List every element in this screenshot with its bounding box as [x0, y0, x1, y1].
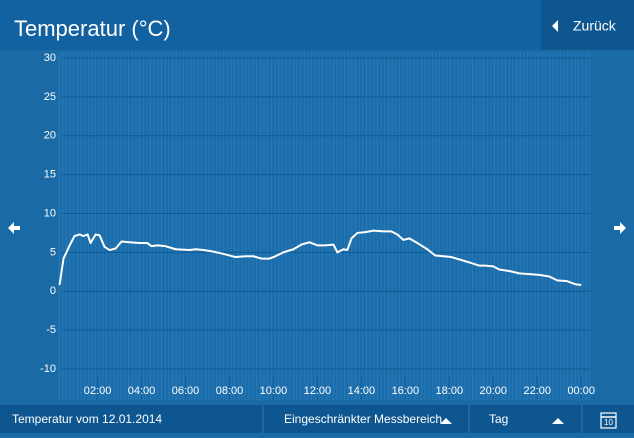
y-tick-label: 25 — [44, 91, 56, 103]
minor-grid — [58, 52, 590, 400]
y-tick-label: 10 — [44, 207, 56, 219]
temperature-line — [58, 229, 582, 287]
y-tick-label: 20 — [44, 130, 56, 142]
y-tick-label: 5 — [50, 246, 56, 258]
x-tick-label: 02:00 — [84, 385, 112, 397]
range-label: Eingeschränkter Messbereich — [284, 412, 442, 426]
x-tick-label: 16:00 — [392, 385, 420, 397]
x-tick-label: 08:00 — [216, 385, 244, 397]
x-tick-label: 12:00 — [304, 385, 332, 397]
y-tick-label: 30 — [44, 52, 56, 64]
y-tick-label: -5 — [46, 324, 56, 336]
y-tick-label: 0 — [50, 285, 56, 297]
period-label: Tag — [489, 412, 508, 426]
back-icon — [552, 20, 558, 32]
y-tick-label: -10 — [40, 363, 56, 375]
back-label: Zurück — [573, 18, 617, 34]
calendar-icon — [600, 412, 617, 429]
header-bar — [0, 0, 634, 50]
chart: -10 -5 0 5 10 15 20 25 30 02:00 04:00 06:00 08:00 10:… — [40, 52, 595, 399]
x-tick-label: 10:00 — [260, 385, 288, 397]
x-tick-label: 18:00 — [436, 385, 464, 397]
footer-date: Temperatur vom 12.01.2014 — [12, 412, 162, 426]
calendar-day: 10 — [604, 418, 613, 427]
x-tick-label: 22:00 — [523, 385, 551, 397]
x-tick-label: 00:00 — [567, 385, 595, 397]
back-button[interactable]: Zurück — [541, 0, 634, 50]
x-tick-label: 04:00 — [128, 385, 156, 397]
page-title: Temperatur (°C) — [14, 16, 171, 41]
x-tick-label: 20:00 — [480, 385, 508, 397]
x-tick-label: 14:00 — [348, 385, 376, 397]
calendar-button[interactable]: 10 — [600, 412, 617, 429]
next-arrow[interactable] — [614, 222, 626, 234]
period-selector[interactable]: Tag — [489, 412, 564, 426]
period-caret — [552, 418, 564, 424]
y-tick-label: 15 — [44, 169, 56, 181]
footer-bar — [0, 405, 634, 433]
range-selector[interactable]: Eingeschränkter Messbereich — [284, 412, 452, 426]
range-caret — [440, 418, 452, 424]
prev-arrow[interactable] — [8, 222, 20, 234]
x-tick-label: 06:00 — [172, 385, 200, 397]
